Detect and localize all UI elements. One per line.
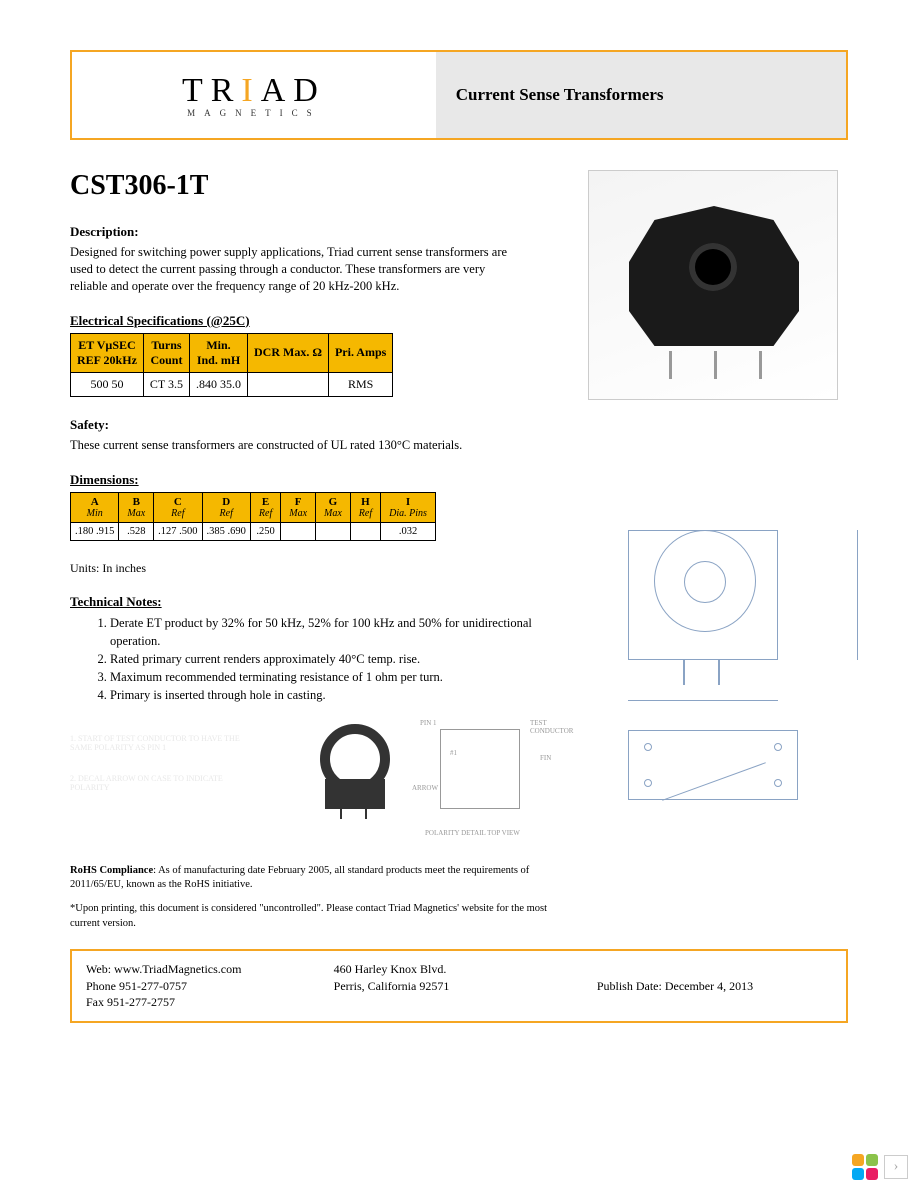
tech-notes-heading: Technical Notes:	[70, 594, 568, 610]
rohs-label: RoHS Compliance	[70, 865, 153, 876]
description-heading: Description:	[70, 224, 568, 240]
web-value: www.TriadMagnetics.com	[114, 962, 241, 976]
dim-bottom-outline-icon	[628, 730, 798, 800]
dim-pin-icon	[718, 660, 720, 685]
diagram-note-2: 2. DECAL ARROW ON CASE TO INDICATE POLAR…	[70, 774, 240, 792]
dim-col-i: IDia. Pins	[381, 492, 436, 522]
table-row: .180 .915 .528 .127 .500 .385 .690 .250 …	[71, 522, 436, 540]
schematic-front-icon	[310, 724, 400, 814]
dimensions-table: AMin BMax CRef DRef ERef FMax GMax HRef …	[70, 492, 436, 541]
phone-value: 951-277-0757	[119, 979, 187, 993]
tech-notes-list: Derate ET product by 32% for 50 kHz, 52%…	[70, 614, 568, 705]
test-conductor-label: TEST CONDUCTOR	[530, 719, 573, 735]
polarity-diagram: 1. START OF TEST CONDUCTOR TO HAVE THE S…	[70, 724, 568, 844]
diagram-caption: POLARITY DETAIL TOP VIEW	[425, 829, 520, 837]
safety-text: These current sense transformers are con…	[70, 437, 510, 454]
logo-subtitle: MAGNETICS	[187, 108, 321, 118]
elec-spec-heading: Electrical Specifications (@25C)	[70, 313, 568, 329]
publish-label: Publish Date:	[597, 979, 662, 993]
fax-value: 951-277-2757	[107, 995, 175, 1009]
col-ind: Min.Ind. mH	[190, 333, 248, 372]
logo-text: TRIAD	[182, 72, 326, 110]
dim-front-outline-icon	[628, 530, 778, 660]
viewer-controls: ›	[852, 1154, 908, 1180]
table-row: 500 50 CT 3.5 .840 35.0 RMS	[71, 372, 393, 396]
col-dcr: DCR Max. Ω	[248, 333, 329, 372]
col-amps: Pri. Amps	[328, 333, 392, 372]
safety-heading: Safety:	[70, 417, 568, 433]
dim-arrow-icon	[628, 700, 778, 701]
dim-col-g: GMax	[316, 492, 351, 522]
disclaimer-note: *Upon printing, this document is conside…	[70, 902, 568, 930]
logo-accent: I	[241, 72, 260, 109]
header-banner: TRIAD MAGNETICS Current Sense Transforme…	[70, 50, 848, 140]
diagram-note-1: 1. START OF TEST CONDUCTOR TO HAVE THE S…	[70, 734, 240, 752]
publish-date: December 4, 2013	[665, 979, 753, 993]
logo-box: TRIAD MAGNETICS	[72, 52, 436, 138]
pin-icon	[714, 351, 717, 379]
addr1: 460 Harley Knox Blvd.	[334, 962, 447, 976]
pin-icon	[669, 351, 672, 379]
dimension-drawing	[588, 530, 848, 830]
pin-icon	[759, 351, 762, 379]
num1-label: #1	[450, 749, 457, 757]
footer-box: Web: www.TriadMagnetics.com Phone 951-27…	[70, 949, 848, 1023]
footer-contact: Web: www.TriadMagnetics.com Phone 951-27…	[72, 951, 320, 1021]
fin-label: FIN	[540, 754, 551, 762]
dim-col-h: HRef	[350, 492, 380, 522]
dim-col-d: DRef	[202, 492, 250, 522]
dim-col-c: CRef	[154, 492, 202, 522]
pin1-label: PIN 1	[420, 719, 437, 727]
rohs-note: RoHS Compliance: As of manufacturing dat…	[70, 864, 568, 892]
dim-col-f: FMax	[281, 492, 316, 522]
col-turns: TurnsCount	[143, 333, 189, 372]
part-number: CST306-1T	[70, 170, 568, 202]
list-item: Rated primary current renders approximat…	[110, 650, 568, 668]
clover-logo-icon[interactable]	[852, 1154, 878, 1180]
col-et: ET VµSECREF 20kHz	[71, 333, 144, 372]
next-page-button[interactable]: ›	[884, 1155, 908, 1179]
transformer-hole-icon	[689, 243, 737, 291]
dim-pin-icon	[683, 660, 685, 685]
units-note: Units: In inches	[70, 561, 568, 576]
elec-spec-table: ET VµSECREF 20kHz TurnsCount Min.Ind. mH…	[70, 333, 393, 397]
logo-part2: AD	[261, 72, 326, 109]
dim-col-e: ERef	[250, 492, 280, 522]
category-title: Current Sense Transformers	[436, 52, 846, 138]
fax-label: Fax	[86, 995, 104, 1009]
dim-col-a: AMin	[71, 492, 119, 522]
dim-col-b: BMax	[119, 492, 154, 522]
list-item: Derate ET product by 32% for 50 kHz, 52%…	[110, 614, 568, 650]
dimensions-heading: Dimensions:	[70, 472, 568, 488]
product-photo	[588, 170, 838, 400]
description-text: Designed for switching power supply appl…	[70, 244, 510, 295]
web-label: Web:	[86, 962, 111, 976]
dim-bracket-icon	[857, 530, 858, 660]
phone-label: Phone	[86, 979, 116, 993]
logo-part1: TR	[182, 72, 241, 109]
arrow-label: ARROW	[412, 784, 438, 792]
schematic-top-icon	[440, 729, 520, 809]
addr2: Perris, California 92571	[334, 979, 450, 993]
footer-publish: Publish Date: December 4, 2013	[583, 951, 846, 1021]
list-item: Primary is inserted through hole in cast…	[110, 686, 568, 704]
footer-address: 460 Harley Knox Blvd. Perris, California…	[320, 951, 583, 1021]
list-item: Maximum recommended terminating resistan…	[110, 668, 568, 686]
